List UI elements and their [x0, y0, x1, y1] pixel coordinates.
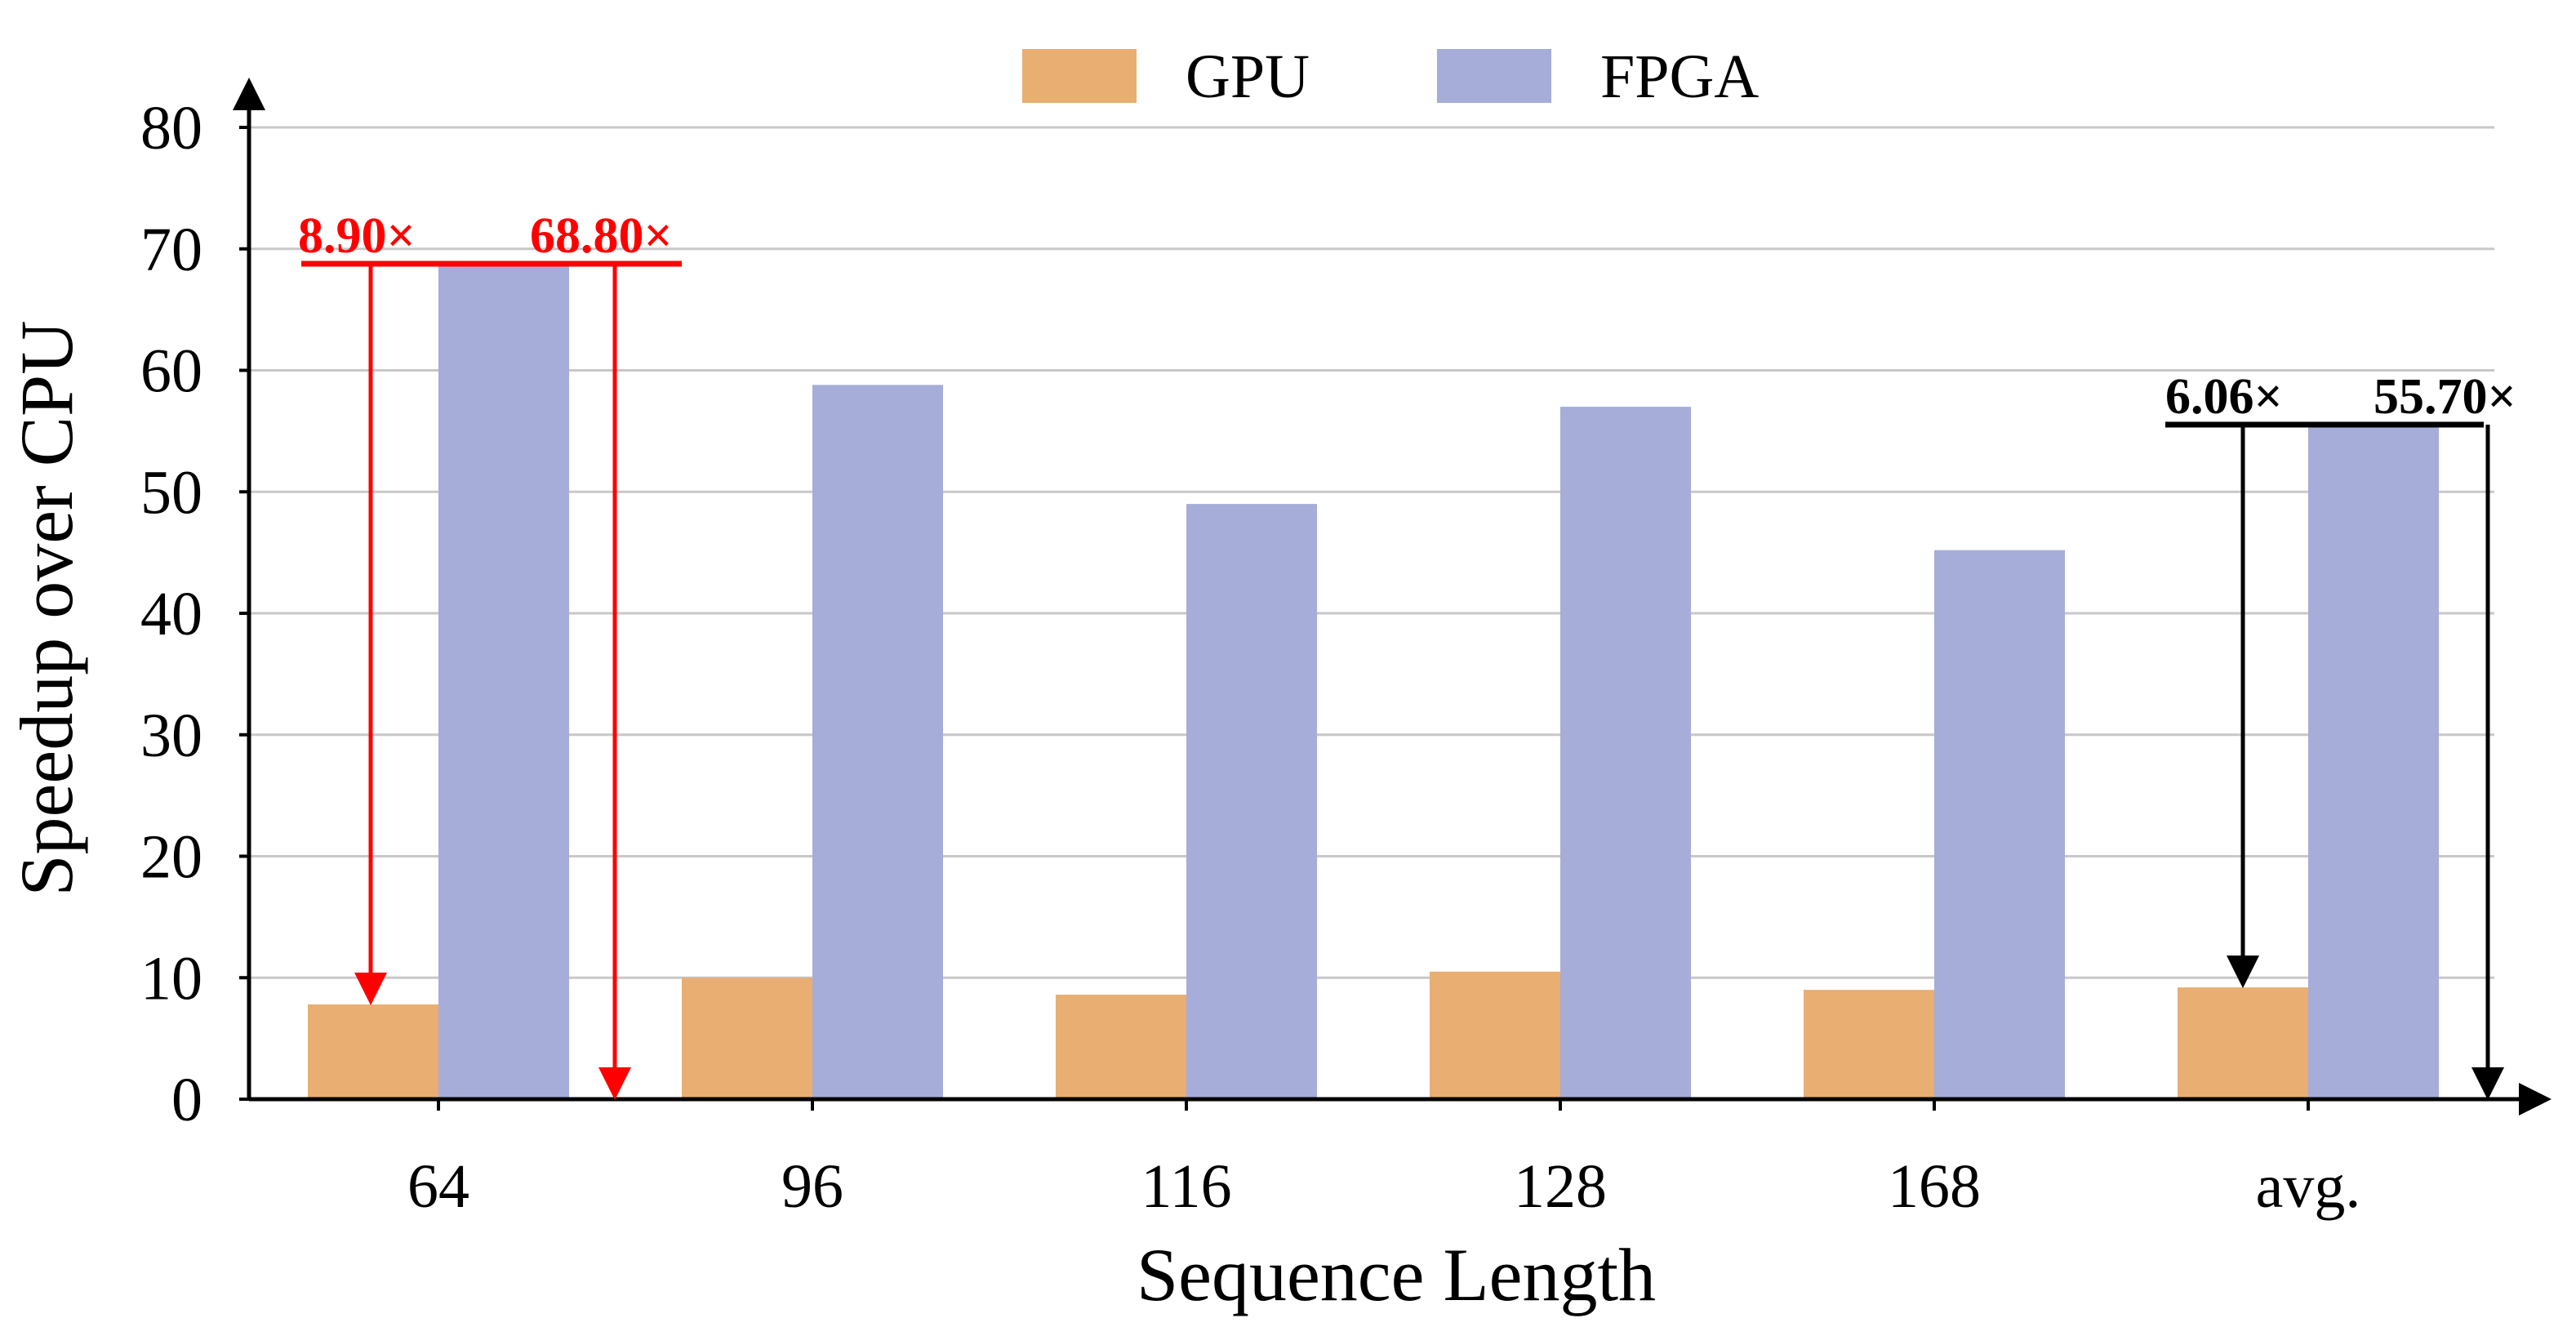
- annotation-gpu-text: 8.90×: [298, 208, 416, 264]
- bar-gpu: [1804, 990, 1934, 1099]
- x-tick-label: 116: [1141, 1152, 1231, 1221]
- x-tick-label: 128: [1514, 1152, 1607, 1221]
- annotation-fpga-text: 68.80×: [530, 208, 673, 264]
- bar-gpu: [308, 1004, 438, 1099]
- bar-fpga: [1560, 407, 1691, 1099]
- y-tick-label: 40: [140, 580, 202, 648]
- bar-gpu: [1056, 995, 1186, 1099]
- legend: GPU FPGA: [1022, 42, 1759, 111]
- bars: [308, 263, 2439, 1100]
- y-tick-label: 0: [171, 1066, 202, 1134]
- annotation-gpu-text: 6.06×: [2165, 369, 2283, 425]
- x-axis-title: Sequence Length: [1137, 1233, 1656, 1316]
- legend-label-fpga: FPGA: [1600, 42, 1759, 111]
- bar-gpu: [2178, 987, 2308, 1099]
- y-tick-label: 60: [140, 337, 202, 406]
- y-tick-label: 20: [140, 823, 202, 892]
- y-tick-label: 80: [140, 94, 202, 163]
- y-tick-label: 50: [140, 458, 202, 527]
- bar-gpu: [682, 978, 812, 1099]
- annotation-fpga-text: 55.70×: [2374, 369, 2516, 425]
- legend-swatch-fpga: [1437, 49, 1551, 103]
- x-tick-label: 168: [1888, 1152, 1981, 1221]
- gridlines: [249, 126, 2494, 979]
- y-tick-label: 70: [140, 216, 202, 284]
- bar-fpga: [812, 385, 943, 1100]
- legend-swatch-gpu: [1022, 49, 1137, 103]
- y-tick-label: 10: [140, 944, 202, 1013]
- bar-gpu: [1430, 971, 1560, 1099]
- x-tick-label: 96: [781, 1152, 843, 1221]
- x-tick-label: 64: [407, 1152, 469, 1221]
- bar-fpga: [1934, 550, 2065, 1099]
- y-axis-title: Speedup over CPU: [5, 320, 88, 896]
- bar-fpga: [438, 263, 569, 1100]
- annotations: 8.90× 68.80× 6.06× 55.70×: [298, 208, 2516, 1100]
- y-tick-label: 30: [140, 701, 202, 770]
- tick-labels: 0 10 20 30 40 50 60 70 80 64 96 116 128 168 avg.: [140, 94, 2360, 1221]
- axes: [233, 78, 2552, 1116]
- bar-fpga: [2308, 422, 2439, 1099]
- x-tick-label: avg.: [2256, 1152, 2361, 1221]
- legend-label-gpu: GPU: [1186, 42, 1310, 111]
- bar-fpga: [1186, 504, 1317, 1099]
